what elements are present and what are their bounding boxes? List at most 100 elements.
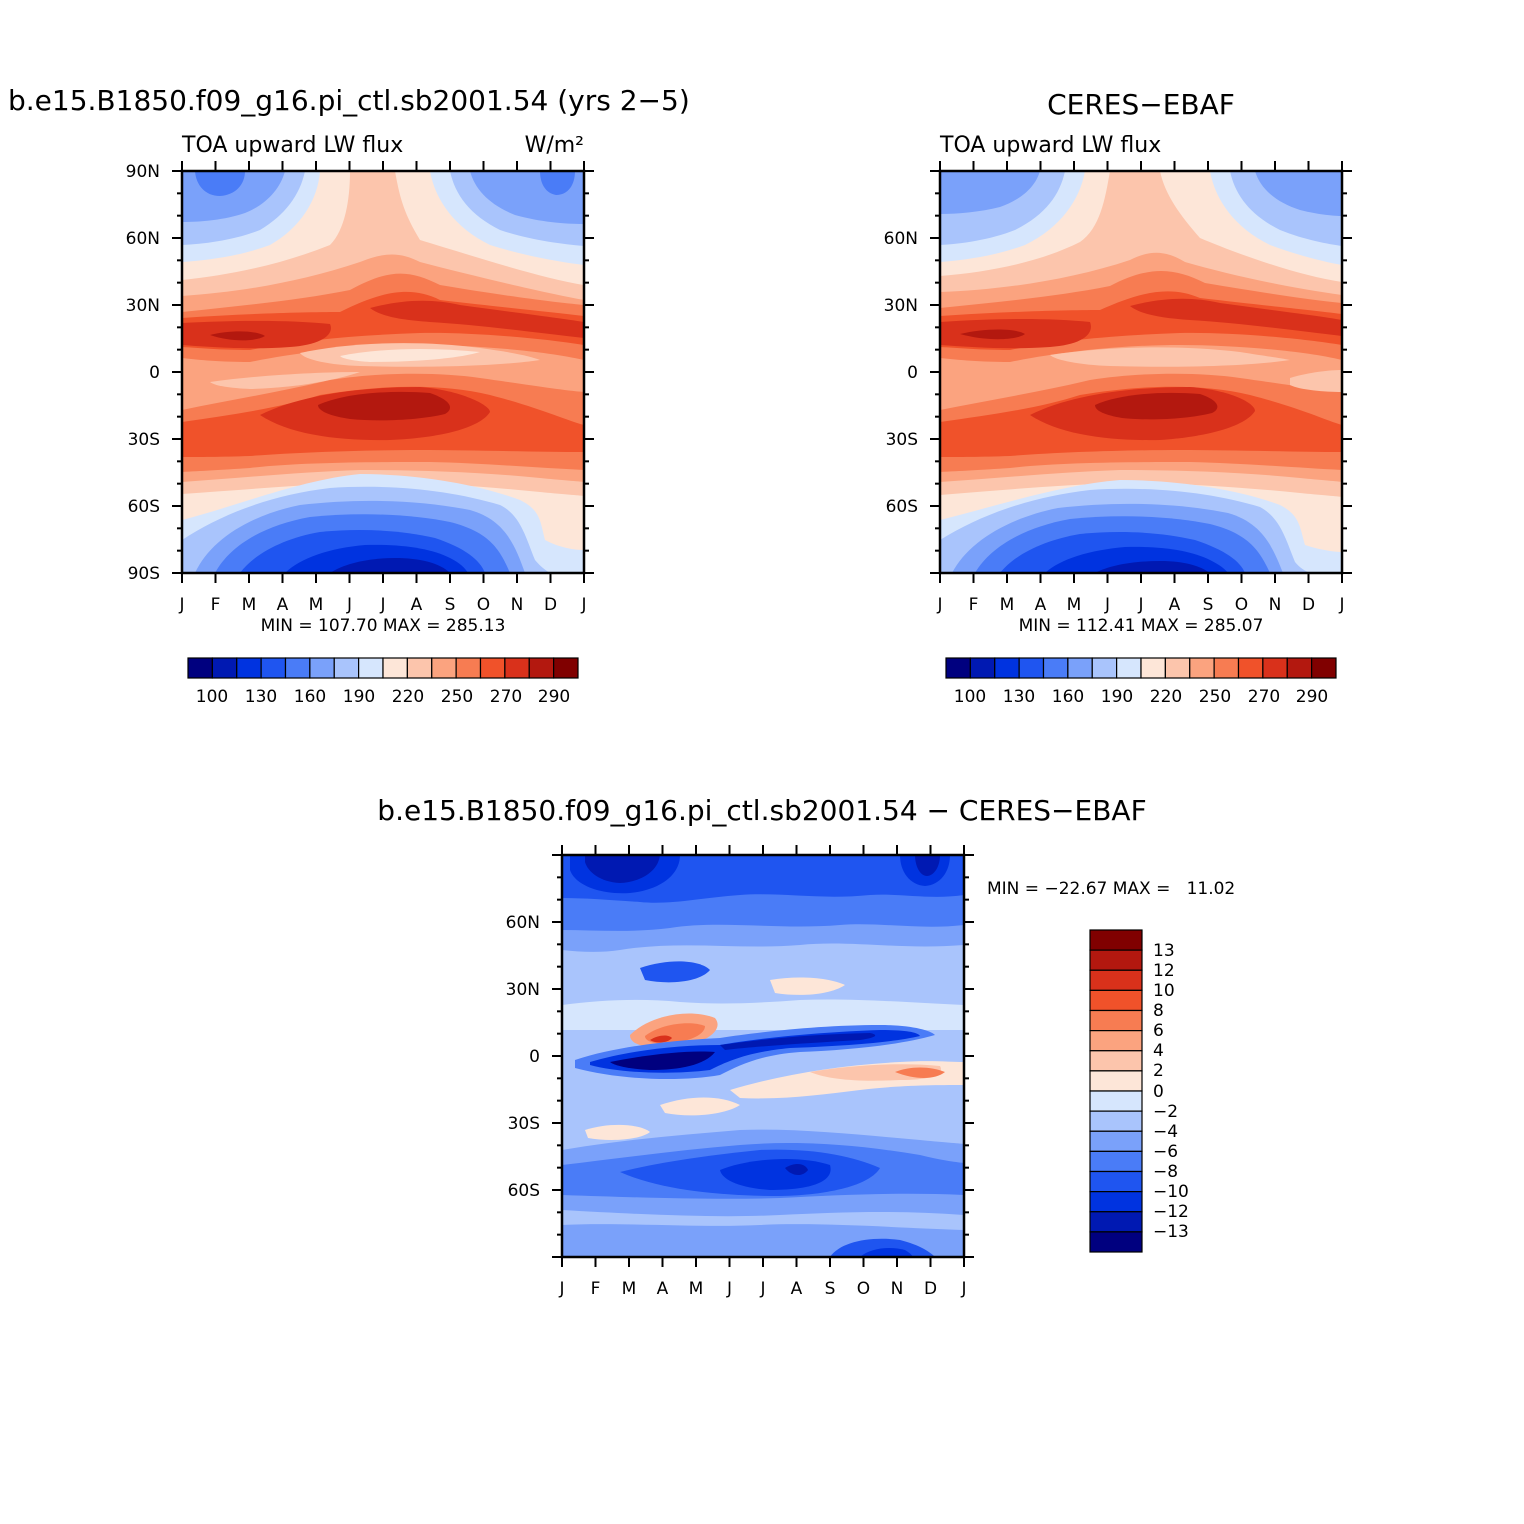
panel-obs-x-tick-labels: J F M A M J J A S O N D J bbox=[936, 595, 1344, 615]
colorbar-swatch bbox=[1311, 657, 1337, 679]
band-nh-subtrop-290 bbox=[210, 331, 265, 341]
panel-obs-colorbar bbox=[945, 657, 1337, 679]
colorbar-swatch bbox=[1089, 1130, 1143, 1152]
x-tick-label: J bbox=[379, 595, 385, 615]
diff-ne-minus12 bbox=[915, 855, 940, 876]
colorbar-swatch bbox=[309, 657, 335, 679]
panel-model-title: b.e15.B1850.f09_g16.pi_ctl.sb2001.54 (yr… bbox=[8, 84, 690, 117]
colorbar-swatch bbox=[333, 657, 360, 679]
colorbar-swatch bbox=[528, 657, 555, 679]
x-tick-label: O bbox=[857, 1279, 870, 1299]
panel-model-ticks bbox=[172, 161, 594, 583]
x-tick-label: N bbox=[511, 595, 524, 615]
colorbar-label: 160 bbox=[294, 687, 326, 707]
panel-model-units-label: W/m² bbox=[525, 133, 584, 158]
colorbar-label: −12 bbox=[1153, 1202, 1189, 1222]
panel-model-field bbox=[182, 171, 584, 573]
band-nw-160 bbox=[195, 171, 245, 196]
diff-nh-minus2 bbox=[562, 999, 964, 1030]
colorbar-label: 220 bbox=[1150, 687, 1182, 707]
colorbar-label: −8 bbox=[1153, 1162, 1178, 1182]
colorbar-label: −10 bbox=[1153, 1182, 1189, 1202]
colorbar-swatch bbox=[1189, 657, 1215, 679]
x-tick-label: M bbox=[309, 595, 324, 615]
colorbar-swatch bbox=[1140, 657, 1166, 679]
y-tick-label: 0 bbox=[907, 363, 918, 383]
colorbar-swatch bbox=[1089, 1009, 1143, 1032]
diff-nh-minus12 bbox=[585, 855, 660, 883]
x-tick-label: M bbox=[689, 1279, 704, 1299]
colorbar-label: 190 bbox=[1101, 687, 1133, 707]
x-tick-label: S bbox=[1203, 595, 1214, 615]
colorbar-swatch bbox=[406, 657, 433, 679]
x-tick-label: A bbox=[1169, 595, 1181, 615]
x-tick-label: J bbox=[580, 595, 586, 615]
colorbar-label: 6 bbox=[1153, 1021, 1164, 1041]
x-tick-label: J bbox=[936, 595, 942, 615]
x-tick-label: A bbox=[411, 595, 423, 615]
x-tick-label: F bbox=[969, 595, 979, 615]
band-ant-115 bbox=[330, 558, 450, 573]
colorbar-swatch bbox=[1089, 1170, 1143, 1193]
colorbar-swatch bbox=[1089, 1070, 1143, 1092]
x-tick-label: J bbox=[178, 595, 184, 615]
x-tick-label: D bbox=[544, 595, 557, 615]
y-tick-label: 30N bbox=[506, 980, 540, 1000]
band-sh-subtrop-290 bbox=[1095, 392, 1218, 420]
panel-obs-y-tick-labels: 60N 30N 0 30S 60S bbox=[884, 229, 918, 517]
colorbar-swatch bbox=[1042, 657, 1069, 679]
y-tick-label: 60S bbox=[508, 1181, 540, 1201]
colorbar-swatch bbox=[504, 657, 530, 679]
colorbar-swatch bbox=[260, 657, 287, 679]
panel-obs-variable-label: TOA upward LW flux bbox=[939, 133, 1161, 158]
panel-model-x-tick-labels: J F M A M J J A S O N D J bbox=[178, 595, 586, 615]
diff-eq-minus12 bbox=[720, 1033, 876, 1050]
x-tick-label: J bbox=[1338, 595, 1344, 615]
x-tick-label: J bbox=[726, 1279, 732, 1299]
colorbar-swatch bbox=[211, 657, 238, 679]
y-tick-label: 30S bbox=[886, 430, 918, 450]
colorbar-label: 100 bbox=[954, 687, 986, 707]
colorbar-label: 290 bbox=[538, 687, 570, 707]
x-tick-label: J bbox=[346, 595, 352, 615]
panel-model-y-tick-labels: 90N 60N 30N 0 30S 60S 90S bbox=[126, 162, 160, 584]
colorbar-label: 270 bbox=[1248, 687, 1280, 707]
colorbar-swatch bbox=[553, 657, 579, 679]
x-tick-label: A bbox=[657, 1279, 669, 1299]
y-tick-label: 30S bbox=[128, 430, 160, 450]
y-tick-label: 60S bbox=[128, 497, 160, 517]
diff-sh-plus4 bbox=[810, 1064, 941, 1081]
x-tick-label: J bbox=[558, 1279, 564, 1299]
panel-obs-title: CERES−EBAF bbox=[1047, 88, 1235, 121]
colorbar-swatch bbox=[1164, 657, 1191, 679]
x-tick-label: F bbox=[591, 1279, 601, 1299]
y-tick-label: 60S bbox=[886, 497, 918, 517]
band-nw-175 bbox=[940, 171, 1040, 214]
x-tick-label: A bbox=[277, 595, 289, 615]
colorbar-label: 0 bbox=[1153, 1082, 1164, 1102]
y-tick-label: 60N bbox=[126, 229, 160, 249]
x-tick-label: O bbox=[477, 595, 490, 615]
panel-diff: b.e15.B1850.f09_g16.pi_ctl.sb2001.54 − C… bbox=[377, 794, 1235, 1299]
x-tick-label: M bbox=[1067, 595, 1082, 615]
colorbar-swatch bbox=[1089, 989, 1143, 1012]
colorbar-label: 290 bbox=[1296, 687, 1328, 707]
diff-ant-minus8 bbox=[830, 1238, 935, 1257]
colorbar-swatch bbox=[1116, 657, 1142, 679]
colorbar-swatch bbox=[1089, 969, 1143, 991]
colorbar-swatch bbox=[284, 657, 311, 679]
colorbar-swatch bbox=[994, 657, 1020, 679]
band-nh-subtrop-280b bbox=[370, 300, 584, 338]
panel-diff-colorbar-labels: 13 12 10 8 6 4 2 0 −2 −4 −6 −8 −10 −12 −… bbox=[1153, 941, 1189, 1242]
diff-blob-plus2a bbox=[770, 977, 845, 995]
diff-sh-plus8 bbox=[895, 1067, 945, 1078]
x-tick-label: M bbox=[1000, 595, 1015, 615]
colorbar-label: 4 bbox=[1153, 1041, 1164, 1061]
x-tick-label: J bbox=[1104, 595, 1110, 615]
panel-obs-field bbox=[940, 171, 1342, 573]
y-tick-label: 90N bbox=[126, 162, 160, 182]
x-tick-label: N bbox=[891, 1279, 904, 1299]
colorbar-swatch bbox=[1089, 1211, 1143, 1233]
panel-obs-min-max: MIN = 112.41 MAX = 285.07 bbox=[1019, 616, 1264, 636]
